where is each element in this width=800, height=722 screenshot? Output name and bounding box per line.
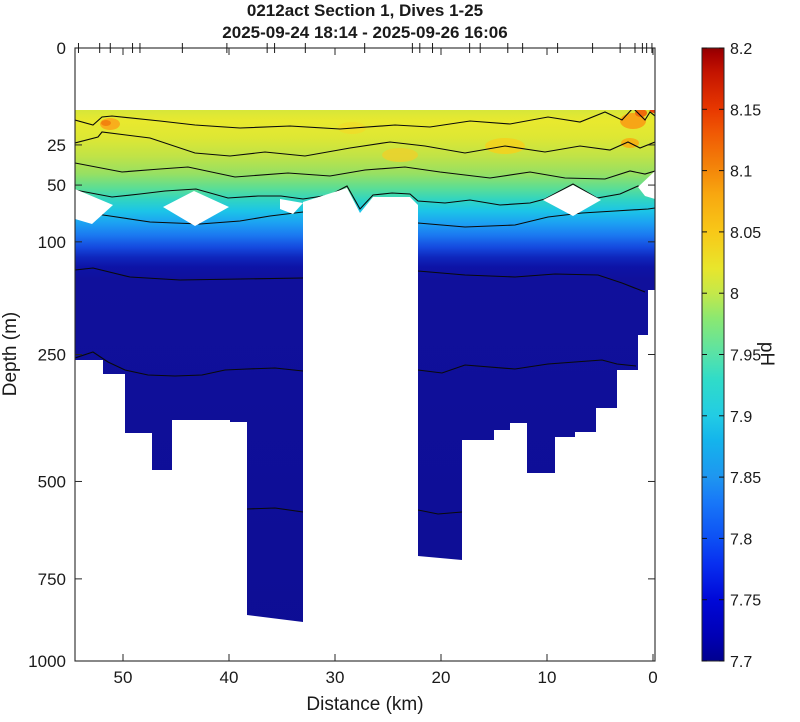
plot-title: 0212act Section 1, Dives 1-25 [247,1,483,20]
colorbar-tick-label: 7.75 [730,593,761,610]
contour-line-8.05 [75,110,655,130]
x-tick-label: 30 [326,668,345,687]
y-tick-label: 0 [57,39,66,58]
contour-line-7.75 [417,359,637,374]
high-ph-patch [635,110,647,117]
contour-line-7.7 [417,509,463,515]
contour-line-8 [75,131,655,157]
y-tick-label: 1000 [28,652,66,671]
y-tick-label: 750 [38,570,66,589]
colorbar-tick-label: 8 [730,286,739,303]
high-ph-patch [101,120,111,126]
contour-line-7.8 [75,267,304,281]
contour-field [75,110,655,622]
x-tick-label: 10 [538,668,557,687]
plot-subtitle: 2025-09-24 18:14 - 2025-09-26 16:06 [222,23,507,42]
y-tick-label: 50 [47,176,66,195]
contour-line-7.7 [246,507,304,513]
x-tick-label: 50 [114,668,133,687]
no-data-hole [280,199,303,214]
colorbar-tick-label: 7.8 [730,531,752,548]
high-ph-patch [649,110,655,113]
no-data-hole [543,185,601,216]
ph-field [75,110,655,622]
colorbar-tick-label: 7.9 [730,409,752,426]
no-data-hole [163,191,229,226]
contour-line-7.75 [75,351,304,377]
colorbar-tick-label: 7.85 [730,470,761,487]
y-axis-label: Depth (m) [0,312,21,396]
colorbar-tick-label: 7.7 [730,654,752,671]
colorbar-tick-label: 8.15 [730,102,761,119]
high-ph-patch [382,148,418,162]
contour-line-7.85 [75,210,304,225]
colorbar-tick-label: 8.1 [730,164,752,181]
contour-line-7.9 [75,183,655,210]
contour-line-7.85 [417,207,655,228]
colorbar-label: pH [756,342,777,366]
colorbar-tick-label: 7.95 [730,348,761,365]
clipped-overlays [75,110,655,515]
contour-line-7.8 [417,270,646,293]
x-tick-label: 20 [432,668,451,687]
y-tick-label: 500 [38,472,66,491]
x-tick-label: 40 [220,668,239,687]
high-ph-patch [620,113,646,129]
figure-text: 0212act Section 1, Dives 1-25 2025-09-24… [0,1,777,715]
x-tick-label: 0 [648,668,657,687]
colorbar-tick-label: 8.05 [730,225,761,242]
y-tick-label: 250 [38,346,66,365]
x-axis-label: Distance (km) [306,694,423,715]
contour-line-7.95 [75,162,655,180]
y-tick-label: 100 [38,233,66,252]
no-data-hole [75,189,113,224]
colorbar: 7.7 7.75 7.8 7.85 7.9 7.95 8 8.05 8.1 8.15 8.2 [701,41,761,671]
y-tick-label: 25 [47,136,66,155]
no-data-hole [638,171,655,199]
colorbar-tick-label: 8.2 [730,41,752,58]
